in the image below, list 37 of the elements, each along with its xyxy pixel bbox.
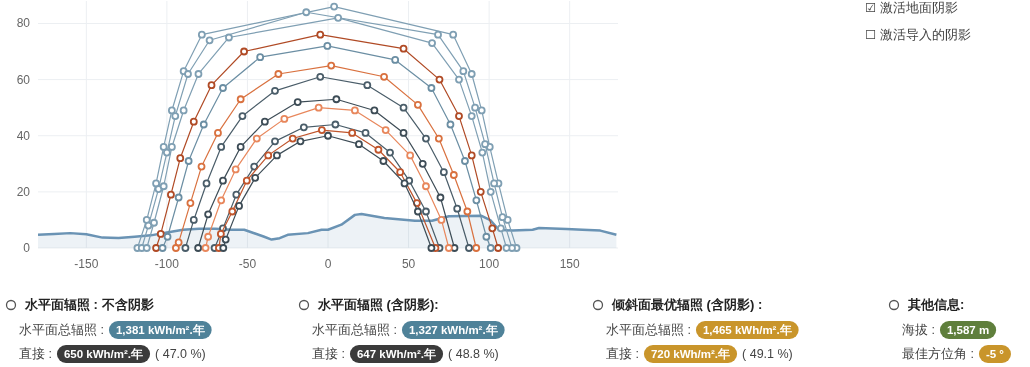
x-tick-label: -150: [74, 257, 99, 271]
text: 水平面辐照 : 不含阴影: [24, 297, 154, 312]
text: 1,465 kWh/m².年: [702, 323, 792, 336]
text: 直接 :: [312, 347, 345, 361]
y-tick-label: 60: [16, 72, 31, 87]
text: 海拔 :: [902, 323, 935, 337]
text: 720 kWh/m².年: [650, 347, 731, 360]
text: 直接 :: [19, 347, 52, 361]
text: 1,327 kWh/m².年: [408, 323, 498, 336]
text: 650 kWh/m².年: [63, 347, 144, 360]
y-tick-label: 0: [23, 241, 31, 255]
text: 1,587 m: [946, 324, 990, 336]
y-tick-label: 40: [16, 128, 31, 143]
text: ☑ 激活地面阴影: [865, 1, 958, 15]
text: ( 47.0 %): [155, 347, 206, 361]
text: ( 49.1 %): [742, 347, 793, 361]
text: 647 kWh/m².年: [356, 347, 437, 360]
text: 水平面总辐照 :: [606, 323, 691, 337]
text: ( 48.8 %): [448, 347, 499, 361]
text: 水平面总辐照 :: [19, 323, 104, 337]
text: 直接 :: [606, 347, 639, 361]
text: -5 °: [985, 348, 1005, 360]
text: 1,381 kWh/m².年: [115, 323, 205, 336]
text: ☐ 激活导入的阴影: [865, 28, 971, 42]
x-tick-label: 50: [401, 257, 416, 271]
y-tick-label: 80: [16, 16, 31, 31]
x-tick-label: -50: [238, 257, 257, 271]
x-tick-label: -100: [154, 257, 180, 271]
text: 水平面辐照 (含阴影):: [317, 297, 439, 312]
text: 其他信息:: [907, 297, 965, 312]
y-tick-label: 20: [16, 184, 31, 199]
x-tick-label: 100: [479, 257, 500, 271]
x-tick-label: 150: [559, 257, 580, 271]
text: 水平面总辐照 :: [312, 323, 397, 337]
text: 最佳方位角 :: [902, 346, 974, 361]
x-tick-label: 0: [324, 257, 332, 271]
text: 倾斜面最优辐照 (含阴影) :: [611, 297, 763, 312]
